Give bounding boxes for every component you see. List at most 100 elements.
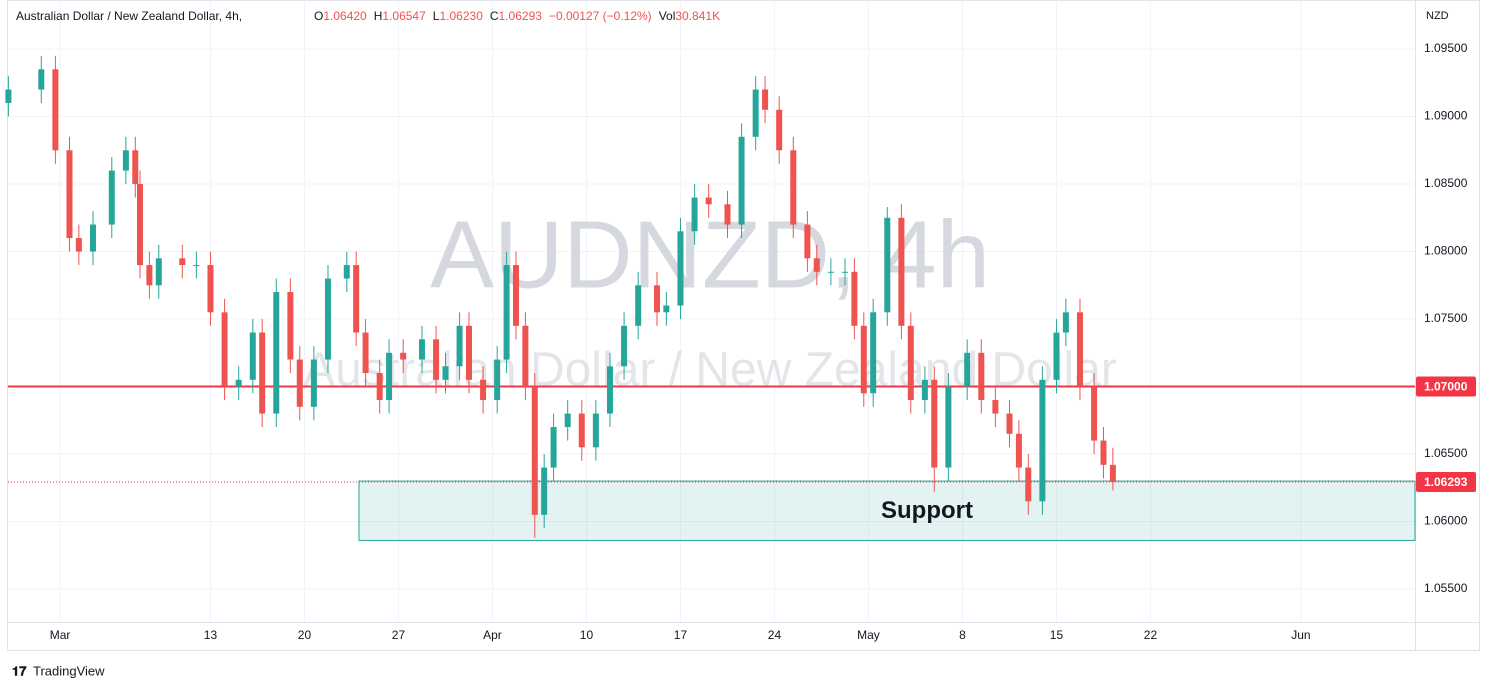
candle-body [122, 150, 129, 171]
candle-body [663, 305, 670, 313]
candle-body [592, 413, 599, 448]
candle-body [653, 285, 660, 313]
candle-body [827, 271, 834, 273]
ohlc-label: H [374, 9, 383, 23]
x-tick-label: Jun [1291, 628, 1310, 642]
candle-body [235, 379, 242, 387]
candle-body [884, 217, 891, 313]
candle-body [921, 379, 928, 401]
candle-body [860, 325, 867, 394]
candle-body [1062, 312, 1069, 333]
candle-body [978, 352, 985, 401]
candle-body [343, 265, 350, 279]
candle-body [136, 184, 143, 266]
candle-body [52, 69, 59, 151]
candle-body [776, 109, 783, 151]
candle-body [762, 89, 769, 110]
candle-body [179, 258, 186, 266]
x-tick-label: 8 [959, 628, 966, 642]
candle-body [1039, 379, 1046, 502]
candle-body [522, 325, 529, 387]
logo-mark: 𝟏𝟕 [12, 663, 27, 678]
candle-body [259, 332, 266, 414]
candle-body [494, 359, 501, 401]
candle-body [273, 292, 280, 414]
candle-body [738, 136, 745, 225]
ohlc-value: 1.06230 [439, 9, 483, 23]
candle-body [132, 150, 139, 185]
candle-body [362, 332, 369, 374]
candle-body [907, 325, 914, 401]
candle-body [606, 366, 613, 414]
zone-label: Support [881, 497, 973, 524]
candle-body [324, 278, 331, 360]
y-tick-label: 1.06500 [1424, 446, 1468, 460]
ohlc-label: C [490, 9, 499, 23]
y-tick-label: 1.09000 [1424, 109, 1468, 123]
candle-body [287, 292, 294, 360]
candle-body [376, 373, 383, 401]
hline-price-label: 1.07000 [1424, 380, 1468, 394]
volume-value: 30.841K [675, 9, 720, 23]
y-tick-label: 1.09500 [1424, 41, 1468, 55]
candle-body [752, 89, 759, 137]
candle-body [193, 265, 200, 267]
candle-body [870, 312, 877, 394]
ohlc-value: 1.06293 [499, 9, 543, 23]
candle-body [804, 224, 811, 259]
candle-body [1006, 413, 1013, 434]
candle-body [931, 379, 938, 468]
candle-body [108, 170, 115, 225]
candle-body [790, 150, 797, 225]
y-tick-label: 1.07500 [1424, 311, 1468, 325]
x-tick-label: Apr [483, 628, 502, 642]
candle-body [531, 386, 538, 515]
candle-body [541, 467, 548, 515]
last-price-label: 1.06293 [1424, 475, 1468, 489]
x-tick-label: 22 [1144, 628, 1158, 642]
x-tick-label: 15 [1050, 628, 1064, 642]
last-price-box [1416, 472, 1476, 493]
ohlc-label: L [433, 9, 440, 23]
candle-body [1091, 386, 1098, 441]
y-tick-label: 1.06000 [1424, 514, 1468, 528]
candle-body [310, 359, 317, 407]
candle-body [992, 400, 999, 414]
candle-body [705, 197, 712, 205]
candle-body [851, 271, 858, 326]
y-tick-label: 1.08500 [1424, 176, 1468, 190]
candle-body [1076, 312, 1083, 387]
candle-body [945, 386, 952, 468]
candle-body [503, 265, 510, 360]
candle-body [480, 379, 487, 401]
candle-body [433, 339, 440, 380]
candle-body [442, 366, 449, 380]
x-tick-label: 27 [392, 628, 406, 642]
candle-body [249, 332, 256, 380]
candle-body [456, 325, 463, 367]
candle-body [550, 427, 557, 468]
candle-body [621, 325, 628, 367]
x-tick-label: 10 [580, 628, 594, 642]
y-tick-label: 1.05500 [1424, 581, 1468, 595]
x-tick-label: 17 [674, 628, 688, 642]
candle-body [296, 359, 303, 407]
watermark-name: Australian Dollar / New Zealand Dollar [303, 344, 1117, 397]
candle-body [353, 265, 360, 333]
candle-body [964, 352, 971, 387]
candle-body [5, 89, 12, 104]
candle-body [465, 325, 472, 380]
watermark-symbol: AUDNZD, 4h [430, 201, 990, 308]
candle-body [841, 271, 848, 273]
ohlc-value: 1.06547 [382, 9, 426, 23]
candle-body [66, 150, 73, 239]
candle-body [207, 265, 214, 313]
candle-body [1100, 440, 1107, 465]
candle-body [38, 69, 45, 90]
price-change: −0.00127 (−0.12%) [549, 9, 652, 23]
candle-body [89, 224, 96, 252]
candle-body [1015, 433, 1022, 468]
candle-body [813, 258, 820, 272]
candle-body [221, 312, 228, 387]
